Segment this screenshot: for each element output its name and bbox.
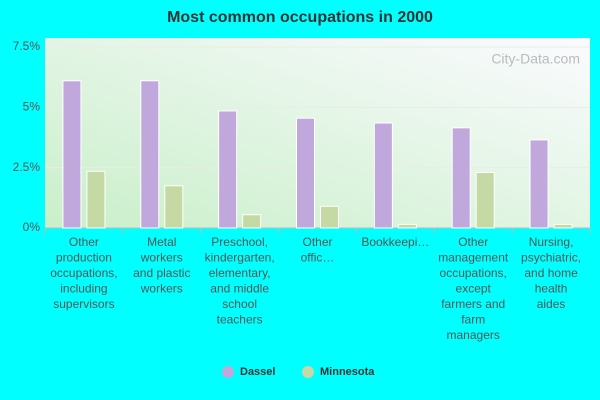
x-tick-line: health (535, 282, 568, 296)
x-tick-line: Metal (147, 235, 176, 249)
bar (296, 117, 315, 229)
x-tick-line: and plastic (133, 266, 190, 280)
x-tick-line: and middle (210, 282, 269, 296)
x-tick-line: farmers and (441, 297, 505, 311)
bar (529, 139, 549, 229)
x-tick-line: psychiatric, (521, 251, 581, 265)
plot-area (45, 38, 590, 228)
x-tick-line: elementary, (209, 266, 271, 280)
x-tick-line: Other (302, 235, 332, 249)
x-tick-label: Preschool, kindergarten, elementary, and mi… (205, 235, 275, 327)
x-tick-label: Other production occupations, including supe… (50, 235, 117, 311)
x-tick-line: supervisors (53, 297, 114, 311)
x-tick-line: except (456, 282, 492, 296)
x-tick-line: occupations, (440, 266, 507, 280)
x-tick-label: Bookkeepi… (361, 235, 429, 249)
bar (451, 127, 471, 229)
watermark: City-Data.com (491, 51, 580, 67)
x-tick-line: workers (140, 251, 183, 265)
x-tick-line: managers (447, 328, 500, 342)
y-tick-label: 0% (23, 220, 41, 234)
x-tick-line: school (222, 297, 257, 311)
x-tick-line: kindergarten, (205, 251, 275, 265)
x-tick-label: Other offic… (301, 235, 335, 265)
x-tick-line: workers (140, 282, 183, 296)
legend-label: Dassel (240, 366, 275, 378)
x-tick-line: offic… (301, 251, 335, 265)
x-tick-line: Bookkeepi… (361, 235, 429, 249)
bar (553, 223, 573, 229)
y-tick-label: 5% (23, 100, 41, 114)
x-tick-line: management (438, 251, 509, 265)
x-tick-line: Other (69, 235, 99, 249)
bar (320, 205, 339, 229)
legend-swatch (302, 366, 314, 378)
x-tick-line: and home (524, 266, 578, 280)
bar (397, 223, 417, 229)
y-tick-label: 7.5% (13, 39, 41, 53)
bar (62, 80, 82, 229)
x-tick-label: Other management occupations, except farmers… (438, 235, 509, 342)
bar (373, 122, 393, 229)
x-tick-line: including (60, 282, 107, 296)
bar (218, 110, 238, 229)
legend-label: Minnesota (320, 366, 375, 378)
bar (475, 171, 495, 229)
x-tick-line: production (56, 251, 112, 265)
chart-title: Most common occupations in 2000 (167, 9, 433, 26)
x-tick-line: Nursing, (529, 235, 574, 249)
x-tick-label: Nursing, psychiatric, and home health aides (521, 235, 581, 311)
x-tick-line: teachers (217, 313, 263, 327)
bar (86, 170, 106, 229)
x-tick-label: Metal workers and plastic workers (133, 235, 190, 296)
x-tick-line: occupations, (50, 266, 117, 280)
bar (242, 214, 262, 229)
x-tick-line: Preschool, (211, 235, 268, 249)
x-tick-line: farm (461, 313, 485, 327)
x-tick-line: Other (458, 235, 488, 249)
y-tick-label: 2.5% (13, 160, 41, 174)
bar (140, 80, 160, 229)
x-tick-line: aides (537, 297, 566, 311)
bar (164, 185, 184, 229)
legend-swatch (222, 366, 234, 378)
